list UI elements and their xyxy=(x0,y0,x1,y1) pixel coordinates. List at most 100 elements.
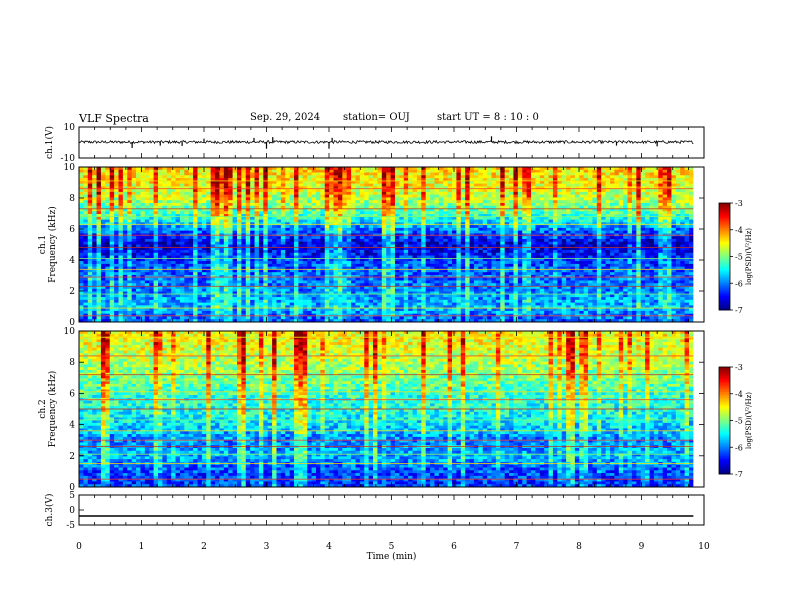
spectrogram-cell xyxy=(136,183,141,187)
spectrogram-cell xyxy=(377,241,383,245)
spectrogram-cell xyxy=(223,197,229,201)
spectrogram-cell xyxy=(381,238,387,243)
spectrogram-cell xyxy=(592,205,598,209)
spectrogram-cell xyxy=(315,238,321,243)
spectrogram-cell xyxy=(162,219,168,223)
spectrogram-cell xyxy=(425,238,431,243)
spectrogram-cell xyxy=(153,238,159,243)
spectrogram-cell xyxy=(605,250,611,254)
spectrogram-cell xyxy=(561,197,567,201)
spectrogram-cell xyxy=(92,227,97,232)
spectrogram-cell xyxy=(588,261,593,265)
spectrogram-cell xyxy=(87,258,93,262)
spectrogram-cell xyxy=(294,252,299,256)
spectrogram-cell xyxy=(412,202,418,207)
spectrogram-cell xyxy=(390,202,396,207)
spectrogram-cell xyxy=(684,250,690,254)
spectrogram-cell xyxy=(688,211,694,215)
spectrogram-cell xyxy=(272,178,277,182)
spectrogram-cell xyxy=(684,252,690,256)
spectrogram-cell xyxy=(157,205,163,209)
spectrogram-cell xyxy=(245,167,251,171)
spectrogram-cell xyxy=(645,244,650,248)
spectrogram-cell xyxy=(680,244,685,248)
spectrogram-cell xyxy=(254,169,260,173)
spectrogram-cell xyxy=(373,216,378,220)
spectrogram-cell xyxy=(491,178,497,182)
spectrogram-cell xyxy=(495,236,501,240)
spectrogram-cell xyxy=(223,247,229,251)
spectrogram-cell xyxy=(465,202,470,207)
spectrogram-cell xyxy=(412,216,418,220)
spectrogram-cell xyxy=(649,197,655,201)
spectrogram-cell xyxy=(127,238,133,243)
spectrogram-cell xyxy=(118,241,124,245)
spectrogram-cell xyxy=(298,194,304,198)
spectrogram-cell xyxy=(232,202,238,207)
spectrogram-cell xyxy=(504,205,510,209)
spectrogram-cell xyxy=(495,183,501,187)
spectrogram-cell xyxy=(614,247,620,251)
spectrogram-cell xyxy=(390,230,396,234)
spectrogram-cell xyxy=(258,186,264,190)
spectrogram-cell xyxy=(447,225,453,229)
spectrogram-cell xyxy=(566,200,571,204)
spectrogram-cell xyxy=(509,186,514,190)
spectrogram-cell xyxy=(166,205,172,209)
spectrogram-cell xyxy=(320,191,326,196)
spectrogram-cell xyxy=(197,258,203,262)
spectrogram-cell xyxy=(250,252,255,256)
spectrogram-cell xyxy=(162,172,168,176)
spectrogram-cell xyxy=(307,202,312,207)
spectrogram-cell xyxy=(487,258,492,262)
spectrogram-cell xyxy=(386,250,391,254)
spectrogram-cell xyxy=(504,258,510,262)
spectrogram-cell xyxy=(219,169,225,173)
spectrogram-cell xyxy=(236,241,242,245)
spectrogram-cell xyxy=(596,172,602,176)
spectrogram-cell xyxy=(122,225,128,229)
spectrogram-cell xyxy=(315,194,321,198)
spectrogram-cell xyxy=(671,180,677,185)
spectrogram-cell xyxy=(500,194,506,198)
spectrogram-cell xyxy=(548,211,554,215)
spectrogram-cell xyxy=(320,180,326,185)
spectrogram-cell xyxy=(688,205,694,209)
spectrogram-cell xyxy=(280,236,286,240)
spectrogram-cell xyxy=(324,227,330,232)
spectrogram-cell xyxy=(636,230,642,234)
spectrogram-cell xyxy=(478,194,484,198)
spectrogram-cell xyxy=(241,172,247,176)
spectrogram-cell xyxy=(206,238,212,243)
spectrogram-cell xyxy=(307,230,312,234)
spectrogram-cell xyxy=(92,219,97,223)
spectrogram-cell xyxy=(171,258,176,262)
spectrogram-cell xyxy=(522,219,528,223)
spectrogram-cell xyxy=(280,211,286,215)
spectrogram-cell xyxy=(601,202,607,207)
spectrogram-cell xyxy=(386,191,391,196)
spectrogram-cell xyxy=(631,238,637,243)
spectrogram-cell xyxy=(649,202,655,207)
spectrogram-cell xyxy=(667,175,672,179)
spectrogram-cell xyxy=(250,244,255,248)
spectrogram-cell xyxy=(614,214,620,218)
spectrogram-cell xyxy=(311,255,317,259)
spectrogram-cell xyxy=(456,183,462,187)
spectrogram-cell xyxy=(596,167,602,171)
spectrogram-cell xyxy=(184,244,190,248)
spectrogram-cell xyxy=(311,252,317,256)
spectrogram-cell xyxy=(539,202,545,207)
spectrogram-cell xyxy=(171,200,176,204)
spectrogram-cell xyxy=(618,197,624,201)
spectrogram-cell xyxy=(552,180,558,185)
spectrogram-cell xyxy=(236,186,242,190)
spectrogram-cell xyxy=(263,191,269,196)
spectrogram-cell xyxy=(447,191,453,196)
spectrogram-cell xyxy=(469,169,475,173)
spectrogram-cell xyxy=(105,200,111,204)
spectrogram-cell xyxy=(272,211,277,215)
spectrogram-cell xyxy=(131,252,137,256)
spectrogram-cell xyxy=(131,197,137,201)
spectrogram-cell xyxy=(517,241,523,245)
